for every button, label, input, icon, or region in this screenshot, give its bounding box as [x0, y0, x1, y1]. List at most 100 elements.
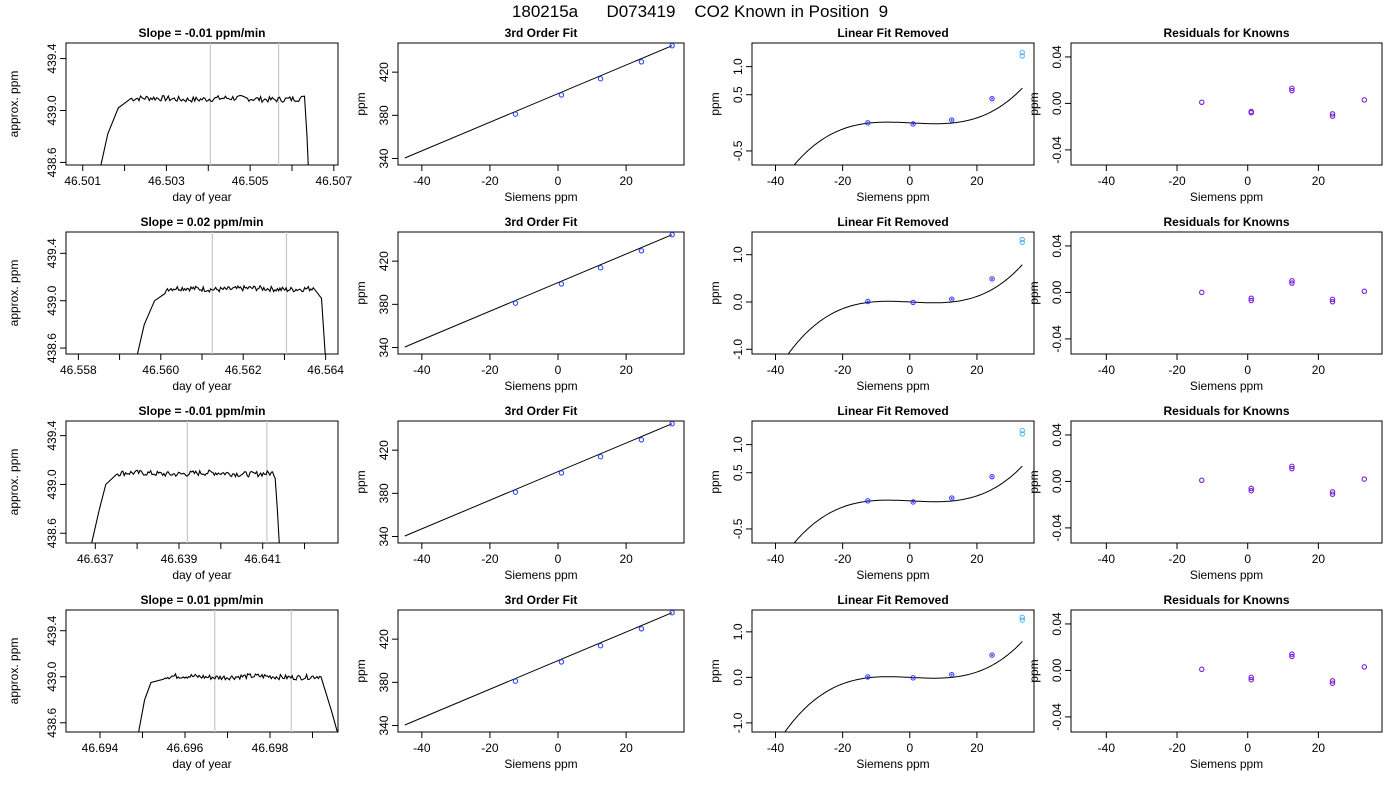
residual-point — [989, 276, 995, 282]
x-tick-label: -40 — [767, 741, 785, 755]
y-tick-label: 438.6 — [45, 147, 59, 177]
x-tick-label: 0 — [906, 174, 913, 188]
x-tick-label: 0 — [555, 741, 562, 755]
residual-point — [949, 296, 955, 302]
residual-point-core — [912, 500, 915, 503]
residual-point — [865, 298, 871, 305]
x-axis-label: day of year — [172, 757, 231, 771]
y-axis-label: approx. ppm — [7, 71, 21, 138]
y-axis-label: ppm — [708, 281, 722, 304]
known-residual-point — [1361, 476, 1368, 482]
residual-point — [1019, 427, 1025, 434]
x-tick-label: 0 — [906, 552, 913, 566]
residual-point — [865, 498, 871, 504]
y-tick-label: 340 — [377, 148, 391, 168]
cubic-curve — [793, 465, 1023, 543]
known-residual-point — [1289, 463, 1295, 470]
known-residual-point — [1199, 289, 1205, 296]
y-tick-label: 438.6 — [45, 518, 59, 548]
panel-title: Linear Fit Removed — [837, 215, 948, 229]
known-residual-point — [1248, 487, 1254, 494]
known-residual-point — [1248, 295, 1254, 301]
y-tick-label: 439.4 — [45, 43, 59, 73]
x-tick-label: -20 — [481, 552, 499, 566]
panel-title: Slope = 0.02 ppm/min — [140, 215, 263, 229]
residual-point — [989, 652, 995, 658]
x-tick-label: 46.505 — [232, 174, 269, 188]
y-tick-label: 1.0 — [731, 436, 745, 453]
x-tick-label: -40 — [413, 741, 431, 755]
y-axis-label: ppm — [354, 281, 368, 304]
panel-r2-c4: Residuals for Knowns -40 -20 0 20 -0.04 0.00 0.… — [1027, 215, 1383, 393]
known-residual-point — [1289, 653, 1295, 660]
x-tick-label: -20 — [1168, 741, 1186, 755]
y-tick-label: 0.0 — [731, 669, 745, 686]
y-tick-label: 439.4 — [45, 238, 59, 268]
panel-title: Residuals for Knowns — [1163, 215, 1289, 229]
x-tick-label: 20 — [970, 552, 984, 566]
plot-area — [1199, 278, 1368, 305]
known-residual-point — [1329, 678, 1336, 684]
x-tick-label: -40 — [413, 174, 431, 188]
plot-frame — [1070, 420, 1383, 544]
y-axis-label: ppm — [1027, 470, 1041, 493]
y-axis-label: ppm — [354, 659, 368, 682]
known-residual-point — [1248, 109, 1254, 116]
x-axis-label: Siemens ppm — [1190, 757, 1263, 771]
plot-frame — [65, 609, 339, 733]
plot-frame — [751, 42, 1035, 166]
x-axis-label: Siemens ppm — [1190, 568, 1263, 582]
known-residual-point — [1199, 666, 1205, 673]
x-tick-label: 0 — [555, 174, 562, 188]
panel-title: Linear Fit Removed — [837, 593, 948, 607]
x-axis-label: Siemens ppm — [856, 757, 929, 771]
x-axis-label: Siemens ppm — [856, 379, 929, 393]
x-tick-label: 46.696 — [167, 741, 204, 755]
y-axis-label: ppm — [1027, 659, 1041, 682]
x-tick-label: 46.560 — [142, 363, 179, 377]
y-tick-label: -0.04 — [1050, 703, 1064, 731]
panel-title: Residuals for Knowns — [1163, 593, 1289, 607]
x-axis-label: Siemens ppm — [856, 568, 929, 582]
x-axis-label: Siemens ppm — [504, 757, 577, 771]
residual-point — [989, 95, 995, 102]
residual-point — [1019, 614, 1025, 620]
residual-point-core — [866, 499, 869, 502]
y-tick-label: -1.0 — [731, 339, 745, 360]
panel-r3-c3: Linear Fit Removed -40 -20 0 20 -0.5 0.5 1.0 Sie… — [708, 404, 1035, 582]
x-tick-label: 0 — [1244, 174, 1251, 188]
x-tick-label: -40 — [767, 552, 785, 566]
panel-r2-c1: Slope = 0.02 ppm/min 46.558 46.560 46.562 46… — [7, 215, 344, 393]
x-tick-label: 46.639 — [161, 552, 198, 566]
y-tick-label: 420 — [377, 440, 391, 460]
residual-point-core — [950, 673, 953, 676]
known-residual-point — [1289, 280, 1295, 286]
panel-r3-c2: 3rd Order Fit -40 -20 0 20 340 380 420 Siemens p… — [354, 404, 685, 582]
y-axis-label: ppm — [354, 470, 368, 493]
residual-point — [1019, 53, 1025, 59]
x-tick-label: 0 — [555, 363, 562, 377]
y-axis-label: approx. ppm — [7, 449, 21, 516]
y-tick-label: 1.0 — [731, 58, 745, 75]
panel-r3-c1: Slope = -0.01 ppm/min 46.637 46.639 46.641 4… — [7, 404, 339, 582]
y-tick-label: 0.00 — [1050, 469, 1064, 493]
residual-point — [1019, 239, 1025, 246]
x-axis-label: day of year — [172, 190, 231, 204]
standard-point — [597, 454, 604, 460]
x-tick-label: -40 — [1098, 174, 1116, 188]
panel-r1-c3: Linear Fit Removed -40 -20 0 20 -0.5 0.5 1.0 Sie… — [708, 26, 1035, 204]
x-tick-label: 46.637 — [77, 552, 114, 566]
x-tick-label: -40 — [767, 363, 785, 377]
x-tick-label: -40 — [1098, 741, 1116, 755]
panel-title: Linear Fit Removed — [837, 26, 948, 40]
residual-point — [865, 120, 871, 126]
plot-area — [136, 232, 326, 354]
y-tick-label: 0.0 — [731, 293, 745, 310]
plot-frame — [397, 420, 685, 544]
x-tick-label: -20 — [834, 552, 852, 566]
x-tick-label: -20 — [481, 741, 499, 755]
residual-point — [910, 675, 916, 681]
cubic-curve — [793, 87, 1023, 165]
plot-area — [100, 43, 309, 165]
standard-point — [597, 265, 604, 271]
